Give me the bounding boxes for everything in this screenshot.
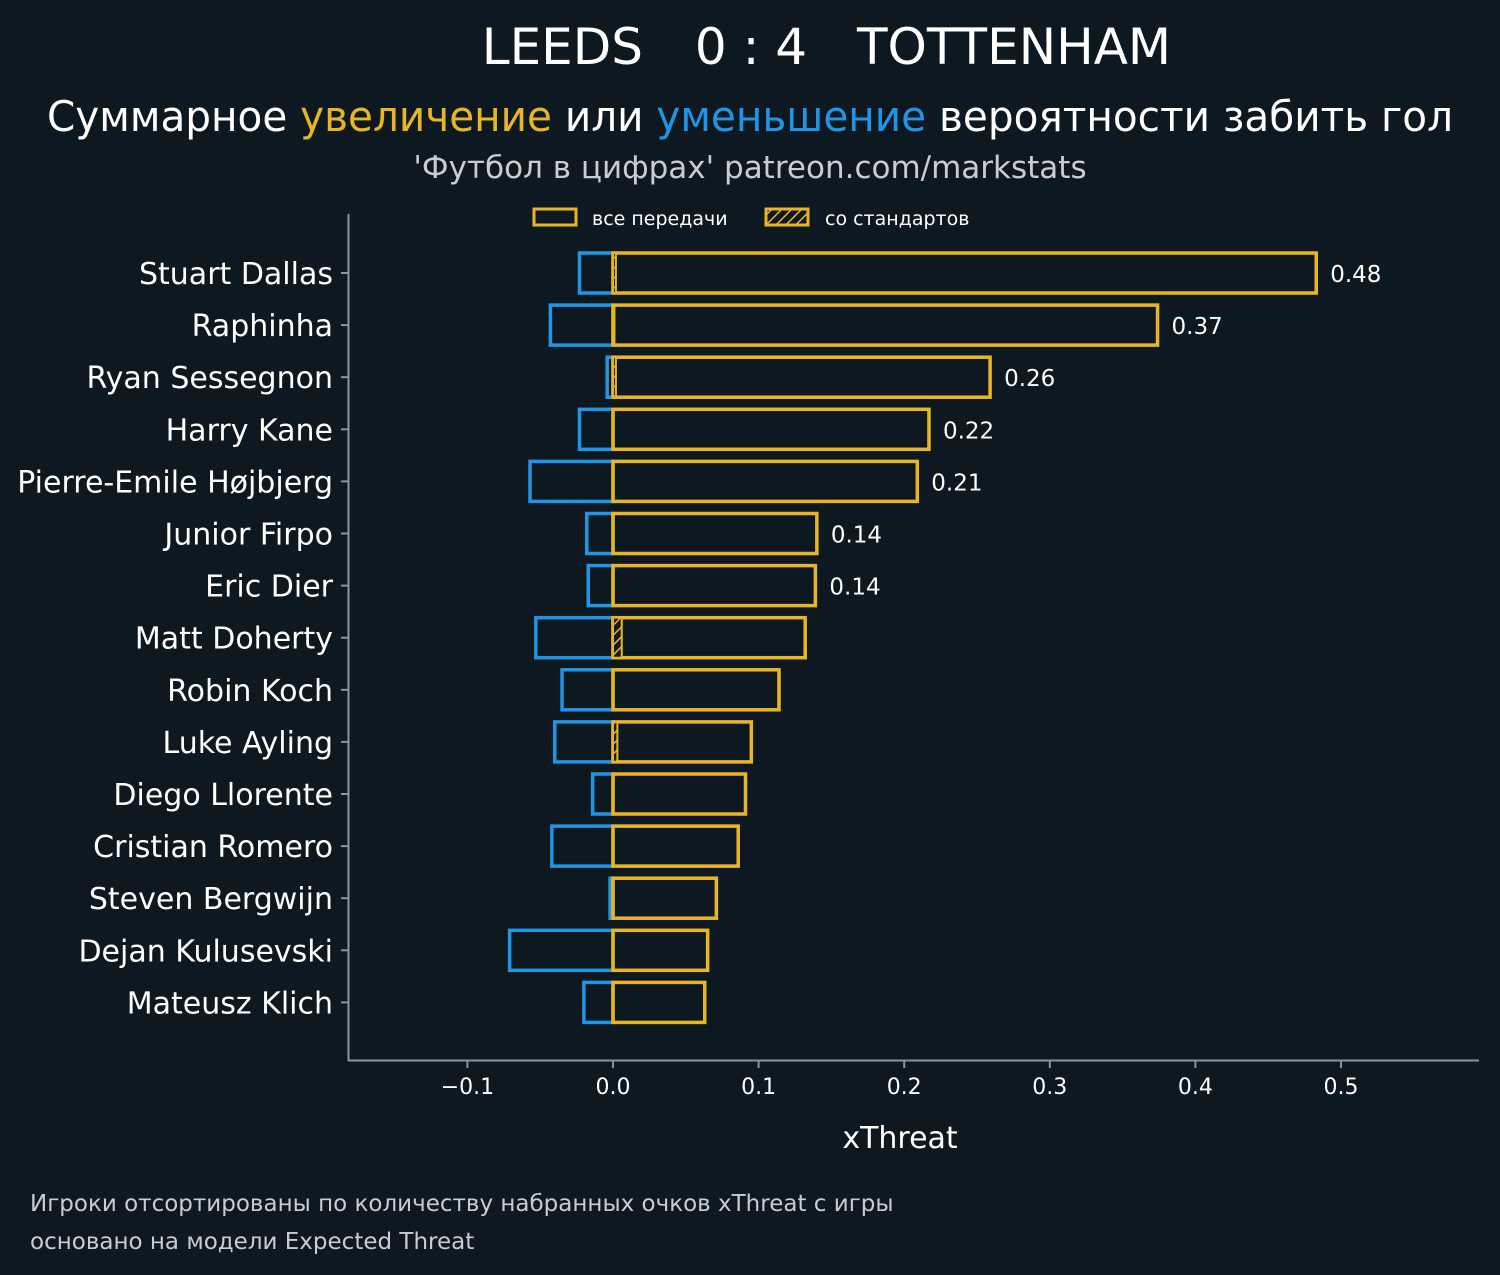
x-axis-label: xThreat bbox=[842, 1121, 958, 1156]
player-label: Mateusz Klich bbox=[127, 986, 333, 1021]
x-tick-label: 0.4 bbox=[1178, 1075, 1213, 1100]
bar-set-pieces bbox=[612, 616, 623, 659]
subtitle: Суммарное увеличение или уменьшение веро… bbox=[47, 92, 1453, 141]
bar-value-label: 0.22 bbox=[943, 418, 994, 444]
bar-increase bbox=[611, 407, 931, 452]
bar-decrease bbox=[560, 668, 615, 712]
player-label: Harry Kane bbox=[166, 413, 333, 448]
match-score: 0 : 4 bbox=[695, 18, 807, 76]
legend: все передачи со стандартов bbox=[532, 207, 969, 230]
player-label: Stuart Dallas bbox=[139, 257, 333, 292]
bar-value-label: 0.37 bbox=[1172, 314, 1223, 340]
bar-increase bbox=[611, 928, 710, 973]
x-tick-label: 0.2 bbox=[887, 1075, 922, 1100]
player-label: Dejan Kulusevski bbox=[78, 934, 333, 969]
player-label: Diego Llorente bbox=[113, 778, 333, 813]
bar-value-label: 0.14 bbox=[829, 575, 880, 601]
bar-increase bbox=[611, 720, 754, 764]
x-tick-label: −0.1 bbox=[441, 1075, 494, 1100]
footer-note-model: основано на модели Expected Threat bbox=[30, 1229, 474, 1255]
legend-label-set-pieces: со стандартов bbox=[825, 208, 969, 230]
bar-increase bbox=[611, 876, 719, 920]
bar-decrease bbox=[586, 563, 615, 608]
bar-set-pieces bbox=[612, 304, 616, 347]
bar-value-label: 0.26 bbox=[1004, 366, 1055, 392]
subtitle-increase: увеличение bbox=[300, 92, 552, 141]
player-label: Eric Dier bbox=[205, 570, 334, 605]
bar-increase bbox=[611, 251, 1318, 295]
bar-increase bbox=[611, 355, 992, 399]
bar-decrease bbox=[534, 615, 615, 660]
player-label: Junior Firpo bbox=[162, 518, 333, 553]
x-tick-label: 0.1 bbox=[741, 1075, 776, 1100]
away-team: TOTTENHAM bbox=[856, 18, 1171, 76]
footer-note-sorting: Игроки отсортированы по количеству набра… bbox=[30, 1191, 894, 1217]
bar-decrease bbox=[553, 720, 615, 764]
home-team: LEEDS bbox=[482, 18, 643, 76]
bar-decrease bbox=[585, 511, 615, 556]
player-label: Matt Doherty bbox=[135, 622, 333, 657]
bar-decrease bbox=[582, 980, 615, 1025]
bar-increase bbox=[611, 303, 1160, 347]
legend-swatch-all-passes bbox=[532, 207, 578, 227]
bar-increase bbox=[611, 511, 819, 556]
subtitle-mid: или bbox=[552, 92, 656, 141]
bar-set-pieces bbox=[612, 720, 619, 763]
bar-increase bbox=[611, 772, 748, 816]
player-label: Luke Ayling bbox=[163, 726, 333, 761]
bar-decrease bbox=[550, 824, 615, 868]
x-tick-label: 0.3 bbox=[1032, 1075, 1067, 1100]
bar-decrease bbox=[548, 303, 615, 347]
bar-decrease bbox=[577, 407, 615, 452]
bar-set-pieces bbox=[612, 356, 617, 399]
player-label: Raphinha bbox=[192, 309, 333, 344]
legend-swatch-set-pieces bbox=[764, 207, 810, 227]
player-label: Robin Koch bbox=[167, 674, 333, 709]
x-tick-label: 0.0 bbox=[596, 1075, 631, 1100]
x-tick-label: 0.5 bbox=[1324, 1075, 1359, 1100]
bar-value-label: 0.14 bbox=[831, 523, 882, 549]
bar-decrease bbox=[528, 459, 615, 504]
bar-increase bbox=[611, 615, 807, 660]
bar-value-label: 0.48 bbox=[1330, 262, 1381, 288]
subtitle-decrease: уменьшение bbox=[656, 92, 926, 141]
player-label: Ryan Sessegnon bbox=[86, 361, 333, 396]
player-label: Pierre-Emile Højbjerg bbox=[17, 465, 333, 500]
bar-increase bbox=[611, 563, 818, 608]
player-label: Cristian Romero bbox=[93, 830, 333, 865]
player-label: Steven Bergwijn bbox=[89, 882, 333, 917]
plot-area: −0.1 0.0 0.1 0.2 0.3 0.4 0.5 Stuart Dallas 0.48 R… bbox=[17, 251, 1381, 1100]
bar-decrease bbox=[590, 772, 615, 816]
subtitle-prefix: Суммарное bbox=[47, 92, 300, 141]
source-credit: 'Футбол в цифрах' patreon.com/markstats bbox=[413, 150, 1086, 186]
bar-increase bbox=[611, 980, 707, 1025]
bar-increase bbox=[611, 459, 920, 504]
legend-label-all-passes: все передачи bbox=[592, 208, 728, 230]
bar-decrease bbox=[507, 928, 615, 973]
subtitle-suffix: вероятности забить гол bbox=[926, 92, 1453, 141]
bar-decrease bbox=[577, 251, 615, 295]
bar-set-pieces bbox=[612, 252, 617, 294]
bar-increase bbox=[611, 824, 740, 868]
bar-increase bbox=[611, 668, 781, 712]
bar-value-label: 0.21 bbox=[931, 470, 982, 496]
